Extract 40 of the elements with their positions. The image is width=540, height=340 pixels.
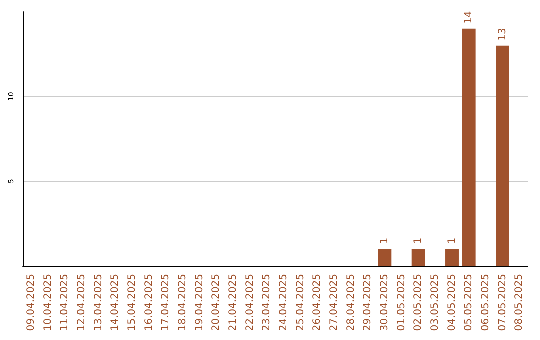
- data-label: 1: [413, 238, 424, 244]
- x-tick-label: 23.04.2025: [262, 274, 273, 332]
- x-tick-label: 15.04.2025: [126, 274, 138, 332]
- x-tick-label: 16.04.2025: [144, 274, 155, 332]
- bar: [378, 249, 392, 266]
- x-tick-label: 04.05.2025: [446, 274, 458, 332]
- x-tick-label: 07.05.2025: [497, 274, 508, 332]
- x-tick-label: 25.04.2025: [295, 274, 306, 332]
- x-tick-label: 27.04.2025: [328, 274, 340, 332]
- bar: [446, 249, 459, 266]
- data-label: 1: [446, 238, 458, 244]
- bar: [462, 28, 476, 266]
- data-label: 1: [379, 238, 390, 244]
- x-tick-label: 30.04.2025: [379, 274, 390, 332]
- bar: [496, 46, 510, 266]
- x-tick-label: 13.04.2025: [93, 274, 104, 332]
- x-tick-label: 20.04.2025: [211, 274, 222, 332]
- x-tick-label: 29.04.2025: [362, 274, 374, 332]
- x-tick-label: 01.05.2025: [396, 274, 408, 332]
- x-tick-label: 14.04.2025: [110, 274, 122, 332]
- x-tick-label: 10.04.2025: [42, 274, 54, 332]
- data-label: 14: [464, 11, 475, 24]
- x-tick-label: 24.04.2025: [278, 274, 290, 332]
- x-tick-label: 02.05.2025: [413, 274, 424, 332]
- x-tick-label: 17.04.2025: [160, 274, 172, 332]
- x-tick-label: 05.05.2025: [464, 274, 475, 332]
- x-tick-label: 26.04.2025: [312, 274, 324, 332]
- x-tick-label: 06.05.2025: [480, 274, 492, 332]
- x-tick-label: 11.04.2025: [60, 274, 71, 332]
- x-tick-label: 18.04.2025: [177, 274, 188, 332]
- data-label: 13: [497, 28, 508, 41]
- x-tick-label: 09.04.2025: [26, 274, 37, 332]
- x-tick-label: 03.05.2025: [430, 274, 441, 332]
- x-tick-label: 19.04.2025: [194, 274, 206, 332]
- x-tick-label: 28.04.2025: [346, 274, 357, 332]
- x-tick-label: 08.05.2025: [514, 274, 526, 332]
- x-tick-label: 22.04.2025: [244, 274, 256, 332]
- x-tick-label: 12.04.2025: [76, 274, 88, 332]
- bar: [412, 249, 426, 266]
- x-tick-label: 21.04.2025: [228, 274, 239, 332]
